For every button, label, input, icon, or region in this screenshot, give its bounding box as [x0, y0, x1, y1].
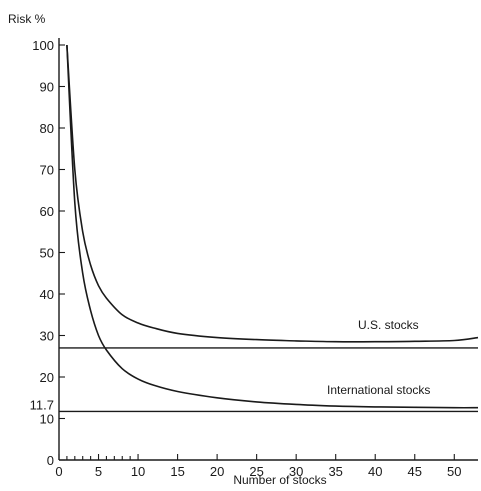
y-tick-label: 20 — [40, 370, 54, 385]
x-tick-label: 25 — [249, 464, 263, 479]
x-tick-label: 20 — [210, 464, 224, 479]
x-tick-label: 5 — [95, 464, 102, 479]
y-tick-label-extra: 11.7 — [30, 397, 54, 412]
y-tick-label: 100 — [32, 38, 54, 53]
x-tick-label: 35 — [328, 464, 342, 479]
series-lines — [66, 44, 479, 409]
x-tick-label: 30 — [289, 464, 303, 479]
y-tick-label: 80 — [40, 121, 54, 136]
x-tick-label: 10 — [131, 464, 145, 479]
x-tick-label: 45 — [408, 464, 422, 479]
reference-lines — [59, 347, 478, 413]
series-label-international: International stocks — [327, 383, 430, 397]
y-tick-label: 40 — [40, 287, 54, 302]
y-tick-label: 10 — [40, 412, 54, 427]
x-tick-label: 50 — [447, 464, 461, 479]
y-tick-label: 0 — [47, 453, 54, 468]
y-ticks: 0 10 20 30 40 50 60 70 80 90 100 11.7 — [30, 38, 65, 468]
y-tick-label: 50 — [40, 246, 54, 261]
y-axis-label: Risk % — [8, 12, 46, 26]
y-tick-label: 70 — [40, 163, 54, 178]
y-tick-label: 30 — [40, 329, 54, 344]
series-line — [66, 44, 479, 409]
y-tick-label: 60 — [40, 204, 54, 219]
x-tick-label: 0 — [55, 464, 62, 479]
x-tick-label: 15 — [170, 464, 184, 479]
series-label-us: U.S. stocks — [358, 318, 419, 332]
x-axis-label: Number of stocks — [233, 473, 326, 487]
x-ticks: 0 5 10 15 20 25 30 35 40 45 50 — [55, 454, 462, 479]
y-tick-label: 90 — [40, 80, 54, 95]
series-line — [66, 44, 479, 343]
x-tick-label: 40 — [368, 464, 382, 479]
